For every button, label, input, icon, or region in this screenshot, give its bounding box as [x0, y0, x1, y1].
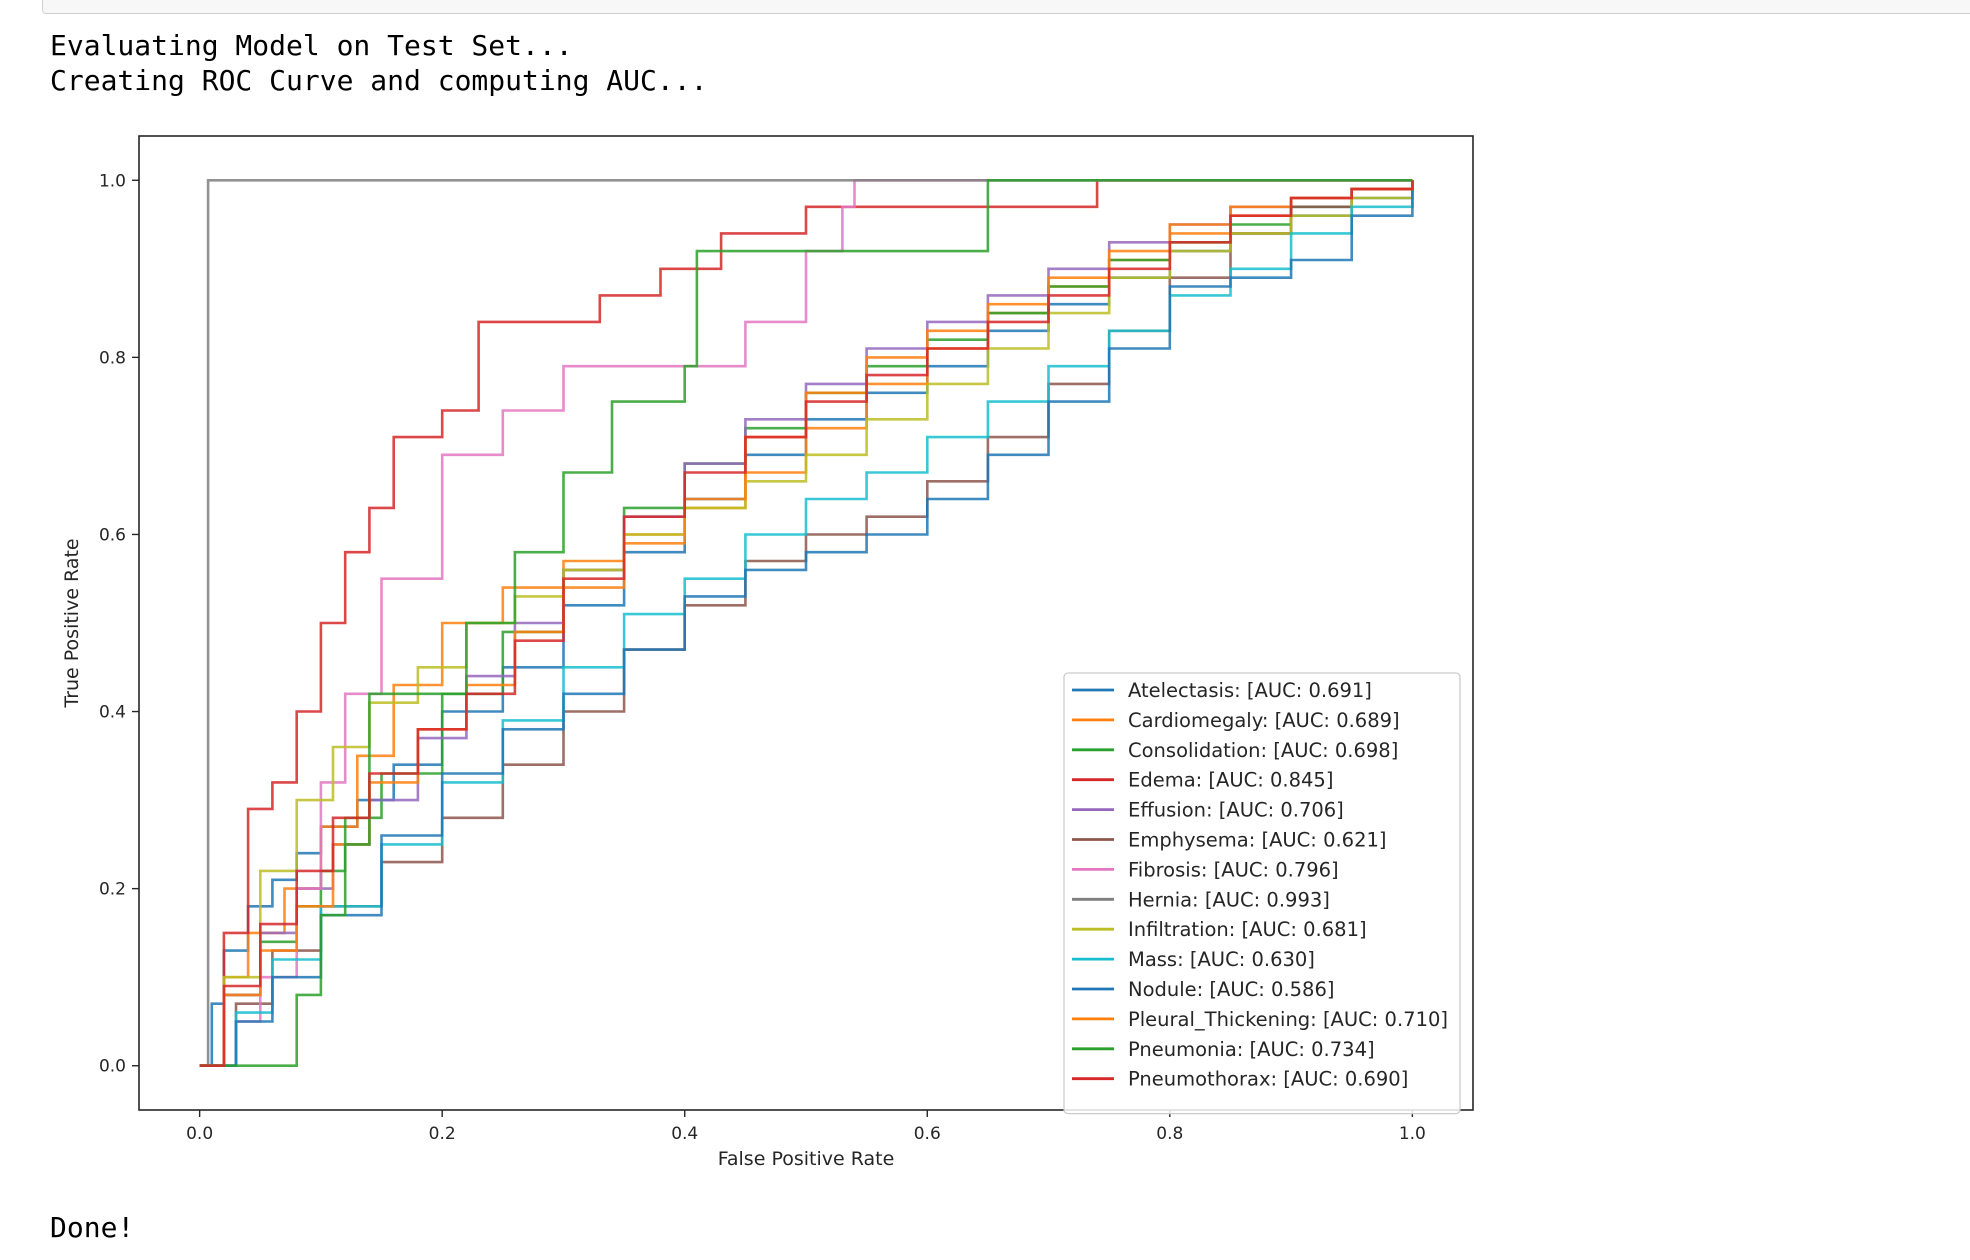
y-tick-label: 0.8: [99, 348, 126, 368]
cell-output-top-edge: [42, 0, 1970, 14]
legend-entry: Mass: [AUC: 0.630]: [1128, 948, 1315, 971]
roc-line-8: [199, 180, 1414, 1067]
y-tick-label: 0.2: [99, 880, 126, 900]
legend-entry: Atelectasis: [AUC: 0.691]: [1128, 679, 1372, 702]
x-tick-label: 0.6: [914, 1124, 941, 1144]
y-tick-label: 1.0: [99, 171, 126, 191]
x-axis: 0.0 0.2 0.4 0.6 0.8 1.0: [186, 1110, 1426, 1144]
roc-line-10: [199, 180, 1414, 1067]
legend-entry: Effusion: [AUC: 0.706]: [1128, 799, 1344, 822]
console-line-roc: Creating ROC Curve and computing AUC...: [50, 64, 708, 97]
y-tick-label: 0.6: [99, 525, 126, 545]
legend: Atelectasis: [AUC: 0.691] Cardiomegaly: […: [1063, 672, 1461, 1115]
legend-entry: Infiltration: [AUC: 0.681]: [1128, 918, 1367, 941]
axes-frame: [138, 135, 1474, 1111]
roc-line-3: [199, 179, 1413, 1067]
x-tick-label: 0.2: [429, 1124, 456, 1144]
legend-entry: Pneumothorax: [AUC: 0.690]: [1128, 1068, 1408, 1091]
x-tick-label: 0.8: [1156, 1124, 1183, 1144]
legend-entry: Emphysema: [AUC: 0.621]: [1128, 829, 1387, 852]
plot-area: [199, 179, 1414, 1067]
console-line-evaluating: Evaluating Model on Test Set...: [50, 29, 573, 62]
x-tick-label: 0.4: [671, 1124, 698, 1144]
y-axis: 0.0 0.2 0.4 0.6 0.8 1.0: [99, 171, 139, 1077]
y-tick-label: 0.0: [99, 1057, 126, 1077]
legend-entry: Edema: [AUC: 0.845]: [1128, 769, 1333, 792]
legend-entry: Fibrosis: [AUC: 0.796]: [1128, 858, 1339, 881]
legend-entry: Pleural_Thickening: [AUC: 0.710]: [1128, 1008, 1448, 1031]
roc-line-12: [199, 179, 1413, 1067]
x-tick-label: 0.0: [186, 1124, 213, 1144]
x-tick-label: 1.0: [1399, 1124, 1426, 1144]
console-line-done: Done!: [50, 1211, 135, 1244]
console-output: Evaluating Model on Test Set... Creating …: [50, 28, 707, 98]
legend-entry: Pneumonia: [AUC: 0.734]: [1128, 1038, 1375, 1061]
y-tick-label: 0.4: [99, 703, 126, 723]
roc-line-13: [199, 180, 1414, 1067]
x-axis-label: False Positive Rate: [718, 1148, 895, 1170]
legend-box: [1063, 672, 1461, 1115]
legend-entry: Nodule: [AUC: 0.586]: [1128, 978, 1334, 1001]
legend-entry: Consolidation: [AUC: 0.698]: [1128, 739, 1398, 762]
legend-entry: Cardiomegaly: [AUC: 0.689]: [1128, 709, 1400, 732]
y-axis-label: True Positive Rate: [61, 538, 83, 708]
legend-entry: Hernia: [AUC: 0.993]: [1128, 888, 1330, 911]
